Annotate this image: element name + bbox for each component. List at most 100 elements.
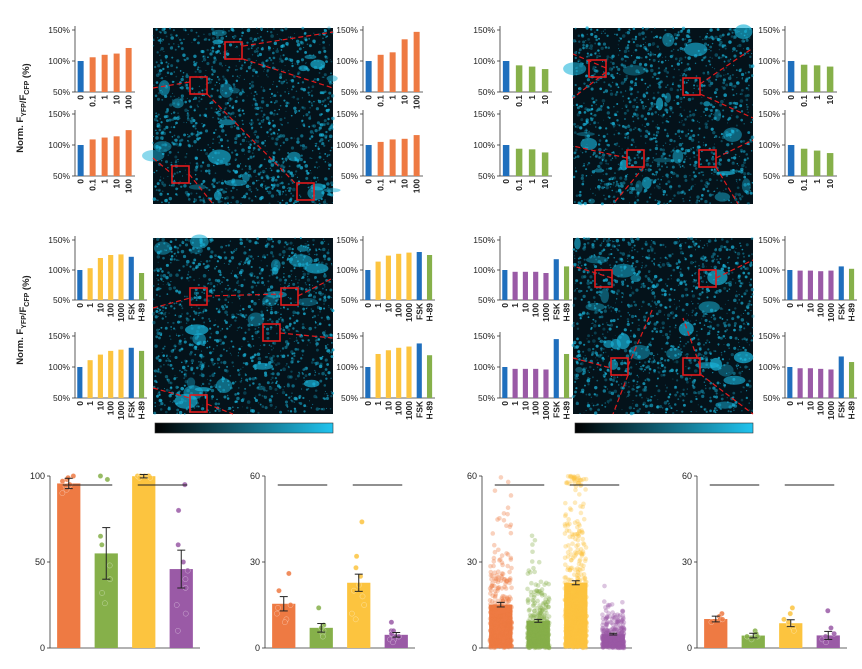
fluorescence-speck [261, 300, 266, 304]
fluorescence-speck [328, 154, 331, 156]
fluorescence-speck [704, 199, 708, 204]
fluorescence-speck [626, 136, 630, 140]
fluorescence-speck [263, 395, 268, 399]
fluorescence-speck [716, 258, 718, 261]
fluorescence-speck [691, 184, 694, 188]
fluorescence-speck [299, 108, 301, 110]
bar [401, 39, 408, 92]
fluorescence-speck [248, 167, 252, 171]
fluorescence-speck [158, 393, 161, 396]
fluorescence-speck [315, 161, 318, 164]
fluorescence-speck [268, 202, 271, 205]
fluorescence-speck [618, 39, 621, 42]
fluorescence-speck [612, 181, 615, 184]
fluorescence-speck [707, 164, 710, 166]
bar [113, 53, 120, 92]
fluorescence-speck [234, 159, 236, 161]
fluorescence-speck [224, 256, 228, 260]
fluorescence-speck [694, 62, 697, 65]
fluorescence-speck [250, 255, 253, 258]
fluorescence-speck [186, 174, 188, 176]
fluorescence-speck [272, 51, 275, 55]
fluorescence-speck [233, 37, 235, 40]
fluorescence-speck [231, 105, 235, 109]
fluorescence-speck [214, 56, 216, 58]
fluorescence-speck [668, 154, 671, 157]
fluorescence-speck [310, 172, 312, 174]
fluorescence-speck [156, 200, 158, 202]
fluorescence-speck [640, 114, 644, 118]
fluorescence-speck [292, 282, 296, 286]
fluorescence-speck [165, 359, 168, 362]
fluorescence-speck [272, 119, 274, 122]
fluorescence-speck [215, 330, 220, 335]
fluorescence-speck [253, 94, 256, 97]
fluorescence-speck [656, 45, 660, 48]
fluorescence-speck [321, 103, 324, 106]
fluorescence-speck [751, 104, 753, 106]
fluorescence-speck [169, 394, 172, 396]
fluorescence-speck [715, 74, 719, 78]
fluorescence-speck [190, 306, 193, 309]
fluorescence-speck [280, 164, 284, 168]
fluorescence-speck [627, 391, 629, 394]
fluorescence-speck [719, 44, 721, 45]
fluorescence-speck [617, 168, 621, 171]
fluorescence-speck [713, 190, 716, 192]
fluorescence-speck [575, 40, 577, 43]
fluorescence-speck [254, 376, 257, 379]
fluorescence-speck [175, 302, 178, 305]
fluorescence-speck [235, 200, 239, 204]
fluorescence-speck [605, 127, 608, 130]
fluorescence-speck [301, 81, 305, 84]
fluorescence-speck [627, 49, 630, 52]
fluorescence-speck [254, 70, 258, 74]
fluorescence-speck [208, 188, 211, 192]
fluorescence-speck [183, 38, 185, 40]
fluorescence-speck [623, 111, 627, 115]
fluorescence-speck [617, 86, 620, 89]
fluorescence-speck [730, 201, 732, 204]
fluorescence-speck [277, 303, 279, 306]
fluorescence-speck [159, 238, 161, 239]
fluorescence-speck [636, 374, 639, 377]
fluorescence-blob [189, 234, 209, 249]
fluorescence-speck [261, 39, 264, 42]
fluorescence-speck [176, 171, 179, 174]
fluorescence-speck [201, 372, 203, 374]
fluorescence-speck [721, 54, 725, 57]
fluorescence-speck [293, 106, 297, 110]
fluorescence-speck [694, 167, 698, 170]
fluorescence-speck [270, 308, 273, 311]
fluorescence-speck [683, 174, 688, 179]
fluorescence-speck [270, 306, 273, 309]
fluorescence-speck [263, 395, 266, 397]
fluorescence-speck [595, 126, 597, 128]
fluorescence-speck [328, 163, 332, 167]
fluorescence-speck [644, 63, 648, 67]
x-tick-label: 1000 [116, 401, 126, 420]
fluorescence-speck [711, 157, 715, 161]
fluorescence-speck [168, 196, 173, 201]
fluorescence-speck [242, 406, 244, 408]
fluorescence-speck [297, 71, 301, 75]
fluorescence-speck [634, 59, 637, 62]
fluorescence-speck [668, 293, 671, 296]
fluorescence-speck [178, 339, 182, 343]
fluorescence-speck [184, 337, 186, 340]
x-tick-label: FSK [551, 400, 561, 418]
fluorescence-speck [268, 274, 271, 277]
fluorescence-blob [593, 168, 605, 173]
fluorescence-speck [301, 97, 303, 99]
fluorescence-speck [205, 107, 208, 110]
x-tick-label: 1 [388, 179, 398, 184]
fluorescence-speck [712, 114, 714, 116]
fluorescence-speck [581, 34, 585, 38]
fluorescence-speck [701, 58, 704, 62]
fluorescence-speck [298, 372, 301, 375]
fluorescence-speck [285, 101, 289, 105]
fluorescence-blob [662, 32, 675, 47]
fluorescence-speck [323, 119, 327, 123]
fluorescence-speck [669, 185, 673, 189]
fluorescence-speck [271, 245, 274, 248]
